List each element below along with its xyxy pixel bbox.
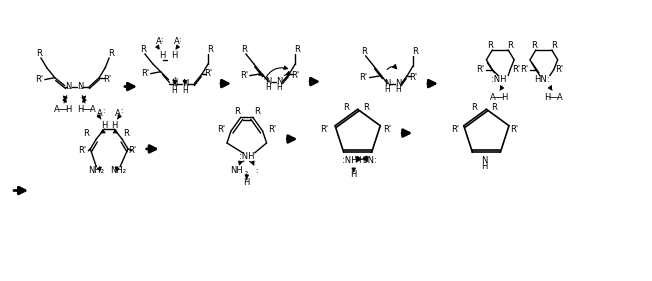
- Text: A: A: [557, 93, 563, 102]
- Text: A: A: [54, 105, 59, 114]
- Text: R: R: [363, 103, 368, 112]
- Text: R: R: [108, 49, 114, 58]
- Text: R: R: [343, 103, 349, 112]
- Text: R': R': [512, 65, 520, 74]
- Text: R': R': [477, 65, 484, 74]
- Text: R': R': [451, 124, 459, 133]
- Text: :: :: [102, 108, 104, 114]
- Text: :: :: [256, 168, 258, 174]
- Text: R': R': [359, 73, 368, 82]
- Text: H: H: [244, 178, 250, 187]
- Text: N: N: [276, 77, 283, 86]
- Text: R: R: [492, 103, 497, 112]
- Text: R': R': [141, 69, 149, 78]
- Text: H: H: [101, 121, 108, 130]
- Text: +: +: [172, 76, 177, 81]
- Text: N: N: [384, 79, 391, 88]
- Text: H: H: [171, 51, 178, 60]
- Text: R': R': [520, 65, 528, 74]
- Text: H: H: [266, 83, 271, 92]
- Text: H: H: [395, 85, 401, 94]
- Text: A: A: [97, 109, 103, 118]
- Text: R': R': [103, 75, 111, 84]
- Text: HN:: HN:: [534, 75, 550, 84]
- Text: R': R': [291, 71, 299, 80]
- Text: H: H: [481, 162, 488, 171]
- Text: ₂: ₂: [244, 168, 247, 177]
- Text: R': R': [409, 73, 417, 82]
- Text: R': R': [320, 124, 328, 133]
- Text: R: R: [488, 41, 494, 51]
- Text: N: N: [78, 82, 83, 91]
- Text: —: —: [549, 92, 559, 103]
- Text: R: R: [471, 103, 477, 112]
- Text: NH₂: NH₂: [110, 166, 126, 175]
- Text: :NH: :NH: [490, 75, 506, 84]
- Text: A: A: [156, 37, 162, 46]
- Text: N: N: [171, 79, 178, 88]
- Text: H: H: [111, 121, 117, 130]
- Text: H: H: [351, 170, 357, 179]
- Text: H: H: [501, 93, 507, 102]
- Text: N: N: [481, 156, 488, 165]
- Text: R': R': [78, 146, 87, 155]
- Text: H: H: [78, 105, 83, 114]
- Text: A: A: [490, 93, 496, 102]
- Text: R: R: [241, 46, 246, 55]
- Text: R: R: [234, 107, 240, 116]
- Text: :: :: [160, 37, 163, 43]
- Text: R': R': [556, 65, 564, 74]
- Text: :: :: [120, 108, 122, 114]
- Text: R: R: [507, 41, 513, 51]
- Text: R: R: [294, 46, 300, 55]
- Text: R': R': [383, 124, 391, 133]
- Text: H₂N:: H₂N:: [358, 156, 377, 165]
- Text: :: :: [178, 37, 181, 43]
- Text: R: R: [36, 49, 42, 58]
- Text: R: R: [412, 47, 418, 56]
- Text: NH: NH: [231, 166, 243, 175]
- Text: R: R: [123, 129, 129, 138]
- Text: R: R: [531, 41, 537, 51]
- Text: R: R: [140, 46, 146, 55]
- Text: R': R': [204, 69, 213, 78]
- Text: H: H: [385, 85, 391, 94]
- Text: R': R': [269, 124, 276, 133]
- Text: :NH: :NH: [342, 156, 357, 165]
- Text: :NH: :NH: [239, 152, 254, 161]
- Text: H: H: [171, 86, 177, 95]
- Text: R: R: [551, 41, 557, 51]
- Text: NH₂: NH₂: [88, 166, 104, 175]
- Text: A: A: [89, 105, 95, 114]
- Text: R': R': [510, 124, 518, 133]
- Text: R: R: [254, 107, 259, 116]
- Text: ¨: ¨: [78, 88, 82, 97]
- Text: R': R': [217, 124, 225, 133]
- Text: H: H: [544, 93, 551, 102]
- Text: —: —: [494, 92, 503, 103]
- Text: A: A: [115, 109, 121, 118]
- Text: N: N: [182, 79, 188, 88]
- Text: N: N: [65, 82, 72, 91]
- Text: R': R': [35, 75, 43, 84]
- Text: H: H: [65, 105, 72, 114]
- Text: N: N: [265, 77, 272, 86]
- Text: R: R: [207, 46, 213, 55]
- Text: —: —: [82, 104, 91, 114]
- Text: R': R': [240, 71, 248, 80]
- Text: R: R: [83, 129, 89, 138]
- Text: H: H: [160, 51, 166, 60]
- Text: A: A: [173, 37, 179, 46]
- Text: R: R: [361, 47, 366, 56]
- Text: —: —: [58, 104, 68, 114]
- Text: R': R': [128, 146, 136, 155]
- Text: ¨: ¨: [67, 88, 70, 97]
- Text: H: H: [183, 86, 188, 95]
- Text: N: N: [395, 79, 402, 88]
- Text: H: H: [276, 83, 282, 92]
